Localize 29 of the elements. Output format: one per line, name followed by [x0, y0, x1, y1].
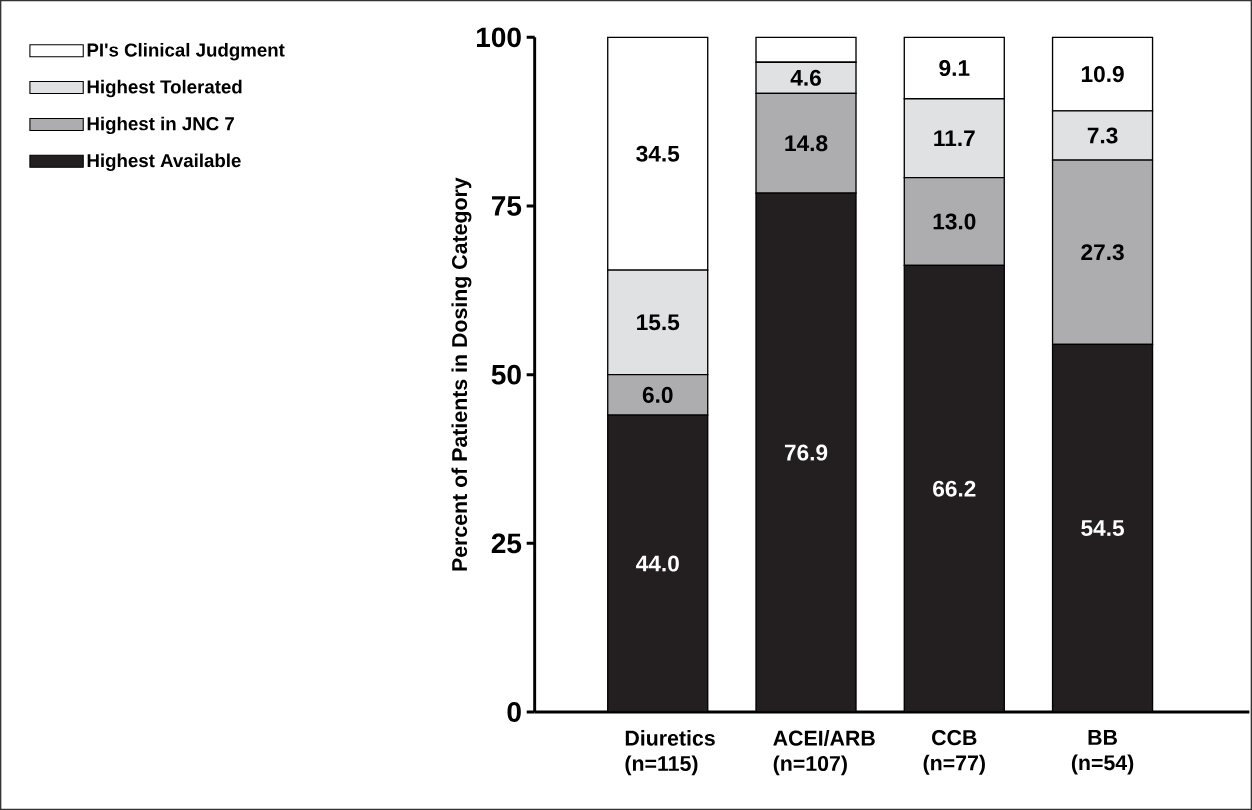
data-label: 76.9	[784, 444, 828, 461]
data-label: 7.3	[1087, 127, 1118, 144]
data-label: 54.5	[1081, 520, 1124, 537]
y-tick-label: 100	[477, 27, 521, 48]
data-label: 10.9	[1081, 66, 1124, 83]
data-label: 44.0	[636, 555, 679, 572]
data-label: 66.2	[933, 480, 976, 497]
y-tick-label: 0	[507, 702, 521, 722]
data-label: 6.0	[642, 386, 673, 403]
legend-label: Highest Available	[87, 153, 241, 171]
legend-label: Highest in JNC 7	[87, 116, 234, 135]
data-label: 27.3	[1081, 244, 1124, 261]
y-tick-label: 75	[492, 196, 522, 216]
data-label: 34.5	[636, 145, 680, 162]
data-label: 9.1	[939, 59, 970, 77]
data-label: 13.0	[933, 213, 976, 230]
y-axis-title: Percent of Patients in Dosing Category	[451, 177, 472, 571]
legend-label: PI's Clinical Judgment	[87, 42, 285, 61]
x-tick-label: BB (n=54)	[1071, 730, 1134, 775]
x-tick-label: ACEI/ARB (n=107)	[773, 730, 875, 776]
data-label: 14.8	[785, 135, 828, 152]
legend-label: Highest Tolerated	[87, 79, 242, 98]
y-tick-label: 25	[491, 533, 522, 554]
data-label: 11.7	[934, 130, 975, 146]
x-tick-label: Diuretics (n=115)	[625, 730, 715, 776]
data-label: 15.5	[637, 314, 680, 331]
x-tick-label: CCB (n=77)	[923, 730, 985, 775]
y-tick-label: 50	[491, 364, 521, 385]
data-label: 4.6	[790, 69, 821, 86]
